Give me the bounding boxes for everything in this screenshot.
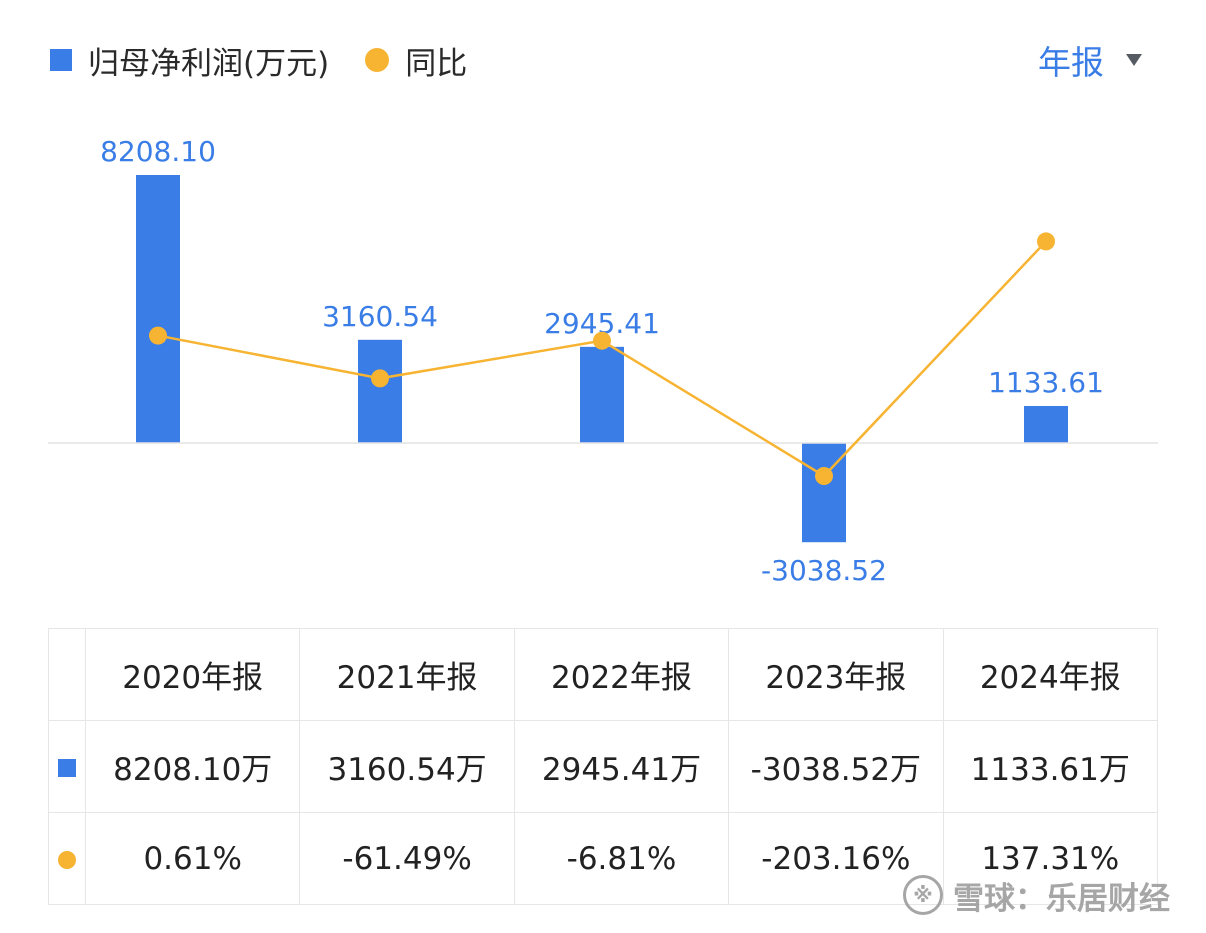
snowball-logo-icon: ※ bbox=[903, 875, 943, 915]
legend-item-yoy[interactable]: 同比 bbox=[365, 38, 467, 83]
bar-data-label: 3160.54 bbox=[322, 300, 438, 333]
dot-swatch-icon bbox=[58, 850, 76, 869]
table-cell: 137.31% bbox=[942, 812, 1159, 905]
table-cell: -61.49% bbox=[299, 812, 515, 905]
table-header-cell: 2021年报 bbox=[299, 628, 515, 721]
table-header-row: 2020年报 2021年报 2022年报 2023年报 2024年报 bbox=[48, 628, 1159, 721]
period-selector-label: 年报 bbox=[1038, 43, 1104, 82]
table-cell: 2945.41万 bbox=[513, 720, 730, 813]
yoy-point-2022年报[interactable] bbox=[593, 331, 611, 350]
legend-line-swatch bbox=[365, 48, 390, 72]
table-cell: 8208.10万 bbox=[84, 720, 301, 813]
legend-label-yoy: 同比 bbox=[405, 45, 468, 82]
table-header-cell: 2023年报 bbox=[728, 628, 944, 721]
bar-2022年报[interactable] bbox=[580, 346, 624, 443]
period-selector[interactable]: 年报 bbox=[1038, 36, 1142, 84]
yoy-point-2021年报[interactable] bbox=[371, 369, 389, 388]
bar-2023年报[interactable] bbox=[802, 443, 846, 543]
yoy-point-2023年报[interactable] bbox=[815, 467, 833, 485]
bar-2021年报[interactable] bbox=[358, 339, 402, 443]
bar-data-label: 8208.10 bbox=[100, 135, 216, 168]
table-header-cell: 2020年报 bbox=[84, 628, 301, 721]
table-header-cell: 2022年报 bbox=[513, 628, 730, 721]
row-marker-profit bbox=[48, 720, 86, 813]
watermark: ※ 雪球：乐居财经 bbox=[903, 870, 1170, 920]
table-cell: 3160.54万 bbox=[299, 720, 515, 813]
yoy-point-2020年报[interactable] bbox=[149, 326, 167, 345]
bar-swatch-icon bbox=[58, 758, 76, 777]
table-cell: 1133.61万 bbox=[942, 720, 1159, 813]
table-cell: -3038.52万 bbox=[728, 720, 944, 813]
yoy-point-2024年报[interactable] bbox=[1037, 232, 1055, 251]
chevron-down-icon bbox=[1126, 54, 1142, 66]
legend-item-profit[interactable]: 归母净利润(万元) bbox=[50, 38, 329, 83]
table-row-profit: 8208.10万 3160.54万 2945.41万 -3038.52万 113… bbox=[48, 720, 1159, 813]
data-table: 2020年报 2021年报 2022年报 2023年报 2024年报 8208.… bbox=[48, 628, 1159, 905]
table-cell: -6.81% bbox=[513, 812, 730, 905]
row-marker-yoy bbox=[48, 812, 86, 905]
legend-label-profit: 归母净利润(万元) bbox=[88, 45, 330, 82]
table-row-yoy: 0.61% -61.49% -6.81% -203.16% 137.31% bbox=[48, 812, 1159, 905]
table-header-cell: 2024年报 bbox=[942, 628, 1159, 721]
table-cell: 0.61% bbox=[84, 812, 301, 905]
chart-legend: 归母净利润(万元) 同比 bbox=[50, 36, 503, 84]
header-marker-cell bbox=[48, 628, 86, 721]
bar-data-label: -3038.52 bbox=[761, 554, 887, 587]
watermark-text: 雪球：乐居财经 bbox=[953, 880, 1170, 917]
legend-bar-swatch bbox=[50, 49, 72, 71]
bar-2024年报[interactable] bbox=[1024, 405, 1068, 443]
bar-2020年报[interactable] bbox=[136, 175, 180, 443]
bar-data-label: 1133.61 bbox=[988, 366, 1104, 399]
